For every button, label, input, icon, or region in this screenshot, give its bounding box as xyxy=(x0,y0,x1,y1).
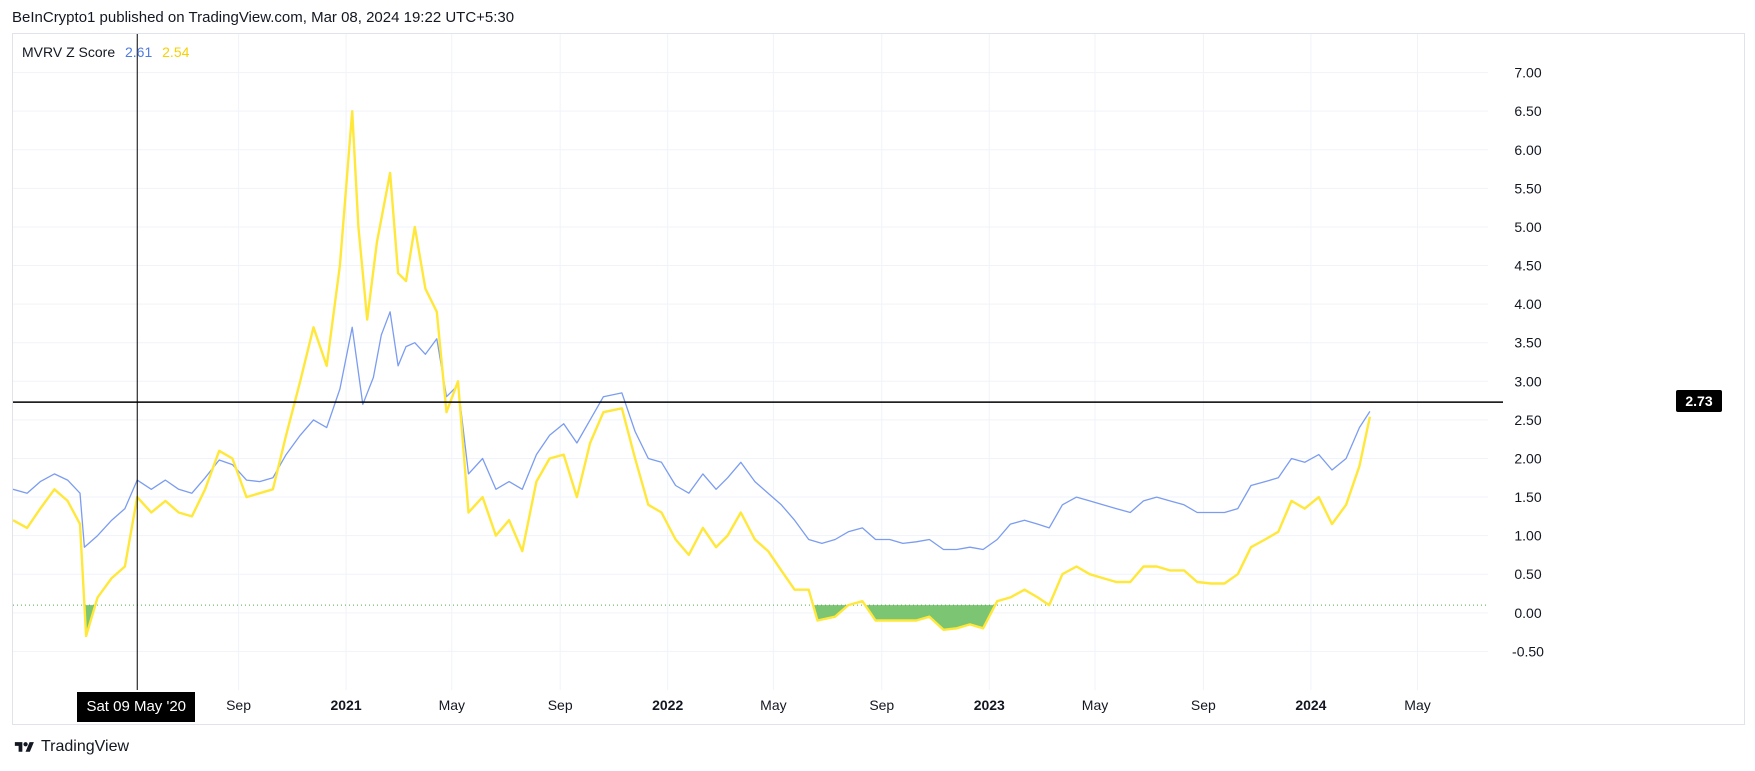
y-tick-label: 5.00 xyxy=(1514,219,1541,235)
y-tick-label: 2.50 xyxy=(1514,412,1541,428)
legend-name: MVRV Z Score xyxy=(22,44,116,60)
y-tick-label: 0.50 xyxy=(1514,566,1541,582)
x-tick-label: Sep xyxy=(869,697,894,713)
axes: 7.00 6.50 6.00 5.50 5.00 4.50 4.00 3.50 3.00 2.50… xyxy=(13,34,1544,713)
x-tick-label: 2024 xyxy=(1295,697,1326,713)
y-tick-label: 6.50 xyxy=(1514,103,1541,119)
x-tick-label: 2023 xyxy=(974,697,1005,713)
crosshair-price-label: 2.73 xyxy=(1676,390,1722,413)
x-tick-label: 2022 xyxy=(652,697,683,713)
y-tick-label: 4.00 xyxy=(1514,296,1541,312)
y-tick-label: -0.50 xyxy=(1512,643,1544,659)
x-tick-label: May xyxy=(1082,697,1108,713)
x-tick-label: Sep xyxy=(226,697,251,713)
series-line-blue xyxy=(13,311,1371,551)
x-tick-label: Sep xyxy=(1191,697,1216,713)
negative-area-fill xyxy=(813,605,849,621)
footer-brand: TradingView xyxy=(41,738,130,755)
mvrv-chart[interactable]: 7.00 6.50 6.00 5.50 5.00 4.50 4.00 3.50 3.00 2.50… xyxy=(13,34,1746,726)
footer[interactable]: TradingView xyxy=(12,738,129,756)
y-tick-label: 1.50 xyxy=(1514,489,1541,505)
y-tick-label: 3.50 xyxy=(1514,335,1541,351)
negative-zone-fill xyxy=(13,604,1488,636)
series-line-yellow xyxy=(13,110,1372,638)
x-tick-label: May xyxy=(439,697,465,713)
y-tick-label: 0.00 xyxy=(1514,605,1541,621)
x-tick-label: May xyxy=(760,697,786,713)
publish-info: BeInCrypto1 published on TradingView.com… xyxy=(12,9,515,26)
y-tick-label: 7.00 xyxy=(1514,65,1541,81)
crosshair-date-label: Sat 09 May '20 xyxy=(77,692,196,722)
y-tick-label: 1.00 xyxy=(1514,528,1541,544)
legend-value-blue: 2.61 xyxy=(125,44,153,60)
x-tick-label: 2021 xyxy=(330,697,361,713)
grid xyxy=(13,34,1488,690)
x-tick-label: Sep xyxy=(548,697,573,713)
series-lines xyxy=(13,110,1372,638)
y-tick-label: 5.50 xyxy=(1514,180,1541,196)
y-tick-label: 3.00 xyxy=(1514,373,1541,389)
negative-area-fill xyxy=(865,605,996,630)
tradingview-logo-icon xyxy=(14,741,34,752)
chart-frame[interactable]: 7.00 6.50 6.00 5.50 5.00 4.50 4.00 3.50 3.00 2.50… xyxy=(12,33,1745,725)
y-tick-label: 4.50 xyxy=(1514,258,1541,274)
x-tick-label: May xyxy=(1404,697,1430,713)
y-tick-label: 2.00 xyxy=(1514,450,1541,466)
y-tick-label: 6.00 xyxy=(1514,142,1541,158)
legend-value-yellow: 2.54 xyxy=(162,44,190,60)
legend: MVRV Z Score 2.61 2.54 xyxy=(22,44,195,60)
